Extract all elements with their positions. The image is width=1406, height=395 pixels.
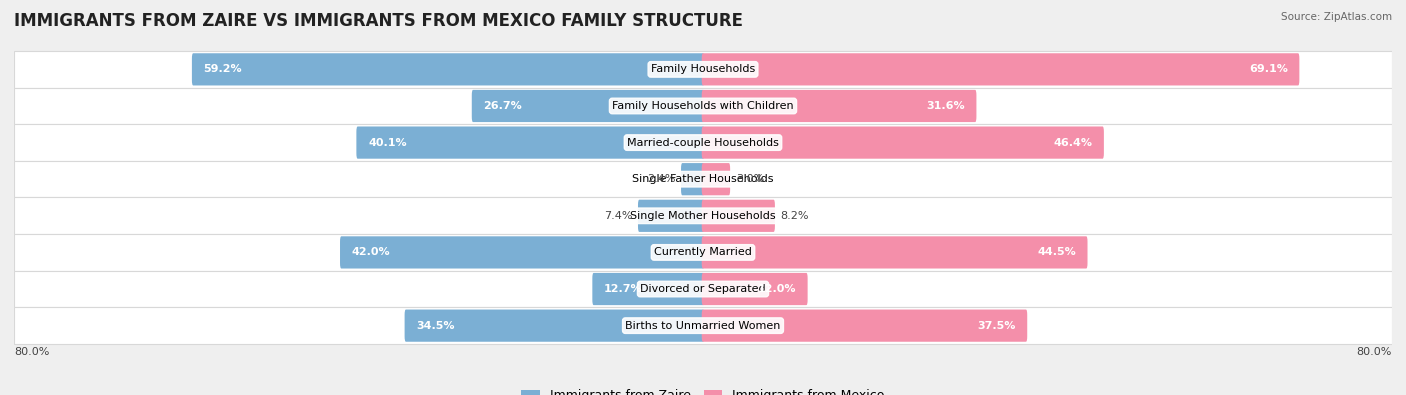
Text: Family Households: Family Households <box>651 64 755 74</box>
Bar <box>14 307 1392 344</box>
FancyBboxPatch shape <box>472 90 704 122</box>
Text: 80.0%: 80.0% <box>1357 347 1392 357</box>
FancyBboxPatch shape <box>702 53 1299 85</box>
FancyBboxPatch shape <box>681 163 704 195</box>
Bar <box>14 161 1392 198</box>
Text: IMMIGRANTS FROM ZAIRE VS IMMIGRANTS FROM MEXICO FAMILY STRUCTURE: IMMIGRANTS FROM ZAIRE VS IMMIGRANTS FROM… <box>14 12 742 30</box>
Text: 80.0%: 80.0% <box>14 347 49 357</box>
FancyBboxPatch shape <box>702 163 730 195</box>
FancyBboxPatch shape <box>340 236 704 269</box>
Text: 34.5%: 34.5% <box>416 321 454 331</box>
Text: Married-couple Households: Married-couple Households <box>627 137 779 148</box>
Legend: Immigrants from Zaire, Immigrants from Mexico: Immigrants from Zaire, Immigrants from M… <box>516 384 890 395</box>
FancyBboxPatch shape <box>191 53 704 85</box>
Text: 12.0%: 12.0% <box>758 284 796 294</box>
FancyBboxPatch shape <box>592 273 704 305</box>
Bar <box>14 234 1392 271</box>
Text: 46.4%: 46.4% <box>1053 137 1092 148</box>
FancyBboxPatch shape <box>702 126 1104 159</box>
FancyBboxPatch shape <box>702 273 807 305</box>
Bar <box>14 51 1392 88</box>
Text: 37.5%: 37.5% <box>977 321 1015 331</box>
FancyBboxPatch shape <box>356 126 704 159</box>
Text: Source: ZipAtlas.com: Source: ZipAtlas.com <box>1281 12 1392 22</box>
Text: Single Mother Households: Single Mother Households <box>630 211 776 221</box>
Text: 8.2%: 8.2% <box>780 211 808 221</box>
Text: 12.7%: 12.7% <box>605 284 643 294</box>
Text: 3.0%: 3.0% <box>735 174 763 184</box>
FancyBboxPatch shape <box>702 236 1087 269</box>
Text: 2.4%: 2.4% <box>647 174 675 184</box>
Text: Currently Married: Currently Married <box>654 247 752 258</box>
Text: Births to Unmarried Women: Births to Unmarried Women <box>626 321 780 331</box>
Text: 31.6%: 31.6% <box>927 101 965 111</box>
FancyBboxPatch shape <box>638 200 704 232</box>
Text: Family Households with Children: Family Households with Children <box>612 101 794 111</box>
FancyBboxPatch shape <box>702 90 976 122</box>
Text: Divorced or Separated: Divorced or Separated <box>640 284 766 294</box>
Text: 40.1%: 40.1% <box>368 137 406 148</box>
Text: 26.7%: 26.7% <box>484 101 522 111</box>
Bar <box>14 124 1392 161</box>
Text: 59.2%: 59.2% <box>204 64 242 74</box>
FancyBboxPatch shape <box>405 310 704 342</box>
Text: 7.4%: 7.4% <box>605 211 633 221</box>
Text: 69.1%: 69.1% <box>1249 64 1288 74</box>
Text: Single Father Households: Single Father Households <box>633 174 773 184</box>
Bar <box>14 198 1392 234</box>
Text: 42.0%: 42.0% <box>352 247 391 258</box>
FancyBboxPatch shape <box>702 200 775 232</box>
Bar <box>14 88 1392 124</box>
Bar <box>14 271 1392 307</box>
FancyBboxPatch shape <box>702 310 1028 342</box>
Text: 44.5%: 44.5% <box>1038 247 1076 258</box>
